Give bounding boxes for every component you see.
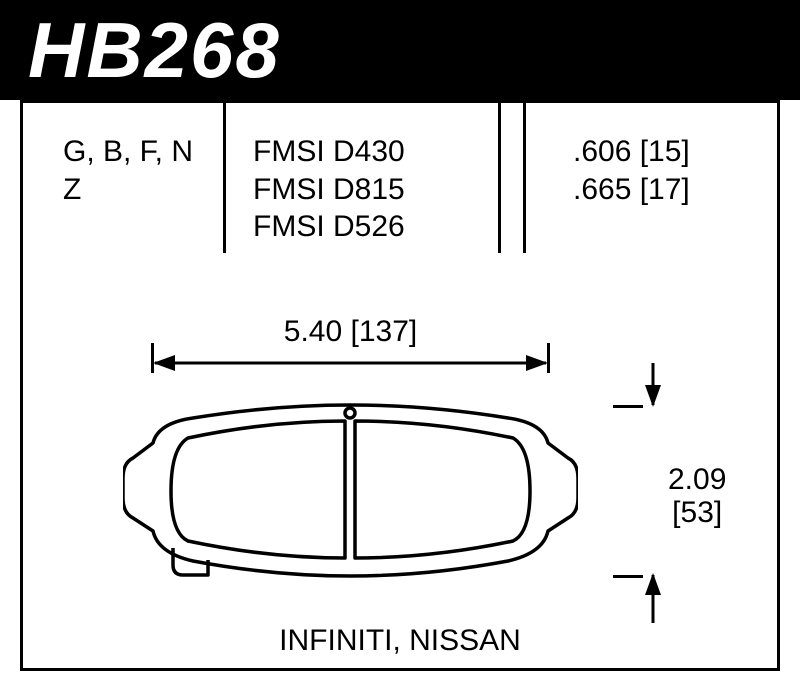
height-dimension-label: 2.09 [53] <box>668 463 726 529</box>
height-value-in: 2.09 <box>668 463 726 496</box>
fmsi-line-1: FMSI D430 <box>253 133 405 171</box>
fmsi-line-3: FMSI D526 <box>253 208 405 246</box>
brake-pad-svg <box>123 403 578 578</box>
vehicle-makes: INFINITI, NISSAN <box>279 624 521 658</box>
fmsi-column: FMSI D430 FMSI D815 FMSI D526 <box>253 133 405 246</box>
height-value-mm: [53] <box>668 496 726 529</box>
diagram-frame: G, B, F, N Z FMSI D430 FMSI D815 FMSI D5… <box>20 100 780 671</box>
thickness-line-2: .665 [17] <box>573 171 690 209</box>
brake-pad-outline <box>123 403 578 578</box>
width-dimension: 5.40 [137] <box>153 323 548 373</box>
width-dimension-label: 5.40 [137] <box>278 315 423 349</box>
column-divider-2a <box>498 103 501 253</box>
compound-line-1: G, B, F, N <box>63 133 193 171</box>
height-dimension: 2.09 [53] <box>613 393 773 593</box>
fmsi-line-2: FMSI D815 <box>253 171 405 209</box>
header-bar: HB268 <box>0 0 800 100</box>
part-number-title: HB268 <box>28 5 281 96</box>
column-divider-2b <box>523 103 526 253</box>
thickness-column: .606 [15] .665 [17] <box>573 133 690 208</box>
compound-codes-column: G, B, F, N Z <box>63 133 193 208</box>
compound-line-2: Z <box>63 171 193 209</box>
column-divider-1 <box>223 103 226 253</box>
width-arrow-line <box>153 353 548 373</box>
thickness-line-1: .606 [15] <box>573 133 690 171</box>
info-columns: G, B, F, N Z FMSI D430 FMSI D815 FMSI D5… <box>23 103 777 253</box>
